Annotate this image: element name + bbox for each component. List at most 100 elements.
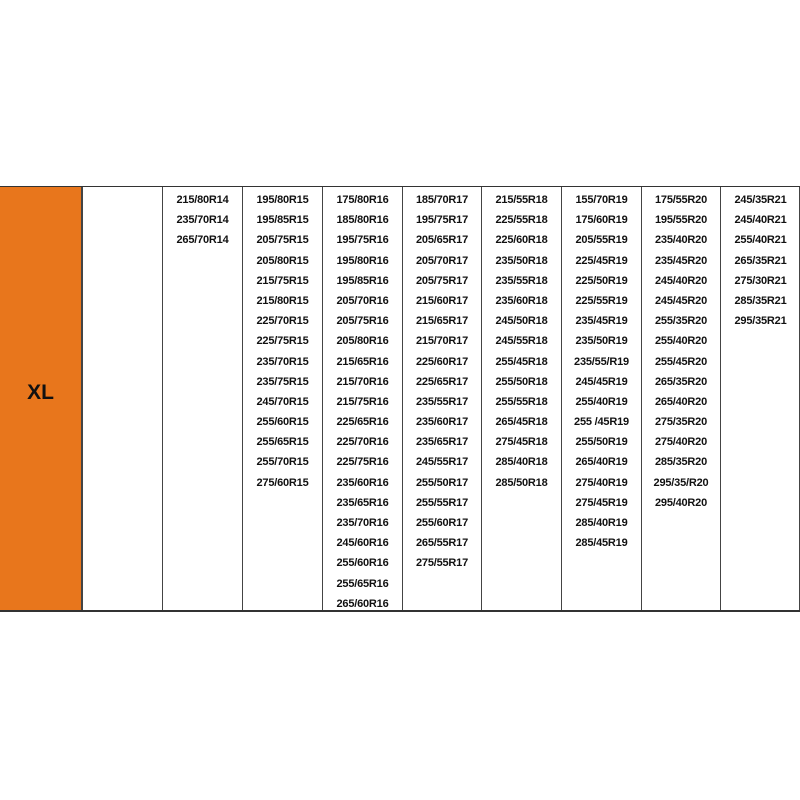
tire-size-cell: 235/55/R19 — [574, 355, 629, 368]
tire-size-cell: 215/55R18 — [495, 194, 548, 206]
tire-size-cell: 265/35R20 — [654, 375, 708, 388]
tire-size-cell: 195/75R17 — [415, 214, 469, 227]
tire-size-cell: 185/80R16 — [336, 214, 389, 227]
tire-size-cell: 255/70R15 — [256, 456, 309, 469]
tire-size-cell: 205/80R15 — [256, 254, 309, 267]
tire-size-cell: 285/40R18 — [495, 456, 548, 469]
tire-size-cell: 205/65R17 — [415, 234, 469, 247]
tire-size-cell: 255/65R16 — [336, 577, 389, 590]
tire-size-cell: 215/70R16 — [336, 375, 389, 388]
tire-size-cell: 255/35R20 — [654, 315, 708, 328]
tire-size-cell: 245/55R17 — [415, 456, 469, 469]
tire-size-cell: 255/50R17 — [415, 476, 469, 489]
tire-size-cell: 275/30R21 — [734, 274, 787, 287]
tire-size-cell: 195/75R16 — [336, 234, 389, 247]
tire-size-cell: 215/65R16 — [336, 355, 389, 368]
tire-size-cell: 245/40R20 — [654, 274, 708, 287]
tire-size-cell: 245/35R21 — [734, 194, 787, 206]
tire-size-cell: 265/35R21 — [734, 254, 787, 267]
tire-size-cell: 255/50R19 — [575, 436, 628, 449]
tire-size-cell: 235/55R18 — [495, 274, 548, 287]
tire-size-cell: 265/55R17 — [415, 537, 469, 550]
tire-size-cell: 255 /45R19 — [574, 416, 629, 429]
tire-size-cell: 195/80R16 — [336, 254, 389, 267]
size-category-cell: XL — [0, 187, 82, 610]
tire-size-table: XL 215/80R14 235/70R14 265/70R14 195/80R15 1… — [0, 186, 800, 612]
tire-size-cell: 255/45R20 — [654, 355, 708, 368]
empty-column — [82, 187, 162, 610]
tire-size-cell: 225/45R19 — [575, 254, 628, 267]
tire-size-cell: 235/40R20 — [654, 234, 708, 247]
tire-size-cell: 265/45R18 — [495, 416, 548, 429]
tire-size-cell: 275/40R20 — [654, 436, 708, 449]
tire-size-cell: 255/40R21 — [734, 234, 787, 247]
tire-size-cell: 155/70R19 — [575, 194, 628, 206]
tire-size-cell: 245/70R15 — [256, 395, 309, 408]
rim-size-column: 195/80R15 195/85R15 205/75R15 205/80R15 215/… — [242, 187, 322, 610]
tire-size-cell: 225/60R17 — [415, 355, 469, 368]
tire-size-cell: 275/60R15 — [256, 476, 309, 489]
tire-size-cell: 285/35R21 — [734, 294, 787, 307]
tire-size-cell: 255/45R18 — [495, 355, 548, 368]
tire-size-cell: 225/70R16 — [336, 436, 389, 449]
tire-size-cell: 255/55R17 — [415, 496, 469, 509]
tire-size-cell: 275/35R20 — [654, 416, 708, 429]
size-category-label: XL — [27, 380, 54, 404]
tire-size-cell: 225/55R18 — [495, 214, 548, 227]
tire-size-cell: 235/45R19 — [575, 315, 628, 328]
tire-size-cell: 235/70R15 — [256, 355, 309, 368]
tire-size-cell: 225/75R15 — [256, 335, 309, 348]
tire-size-cell: 255/60R15 — [256, 416, 309, 429]
rim-size-column: 245/35R21 245/40R21 255/40R21 265/35R21 275/… — [720, 187, 800, 610]
tire-size-cell: 205/70R16 — [336, 294, 389, 307]
tire-size-cell: 255/55R18 — [495, 395, 548, 408]
tire-size-cell: 245/50R18 — [495, 315, 548, 328]
tire-size-cell: 215/75R16 — [336, 395, 389, 408]
tire-size-cell: 275/45R18 — [495, 436, 548, 449]
tire-size-cell: 215/70R17 — [415, 335, 469, 348]
tire-size-cell: 205/75R15 — [256, 234, 309, 247]
tire-size-cell: 235/65R16 — [336, 496, 389, 509]
rim-size-column: 175/80R16 185/80R16 195/75R16 195/80R16 195/… — [322, 187, 402, 610]
tire-size-cell: 225/55R19 — [575, 294, 628, 307]
tire-size-cell: 245/60R16 — [336, 537, 389, 550]
tire-size-cell: 285/35R20 — [654, 456, 708, 469]
tire-size-cell: 225/65R17 — [415, 375, 469, 388]
rim-size-column: 215/80R14 235/70R14 265/70R14 — [162, 187, 242, 610]
tire-size-cell: 265/60R16 — [336, 597, 389, 610]
rim-size-column: 175/55R20 195/55R20 235/40R20 235/45R20 245/… — [641, 187, 720, 610]
rim-size-column: 185/70R17 195/75R17 205/65R17 205/70R17 205/… — [402, 187, 481, 610]
tire-size-cell: 235/50R18 — [495, 254, 548, 267]
tire-size-cell: 255/40R20 — [654, 335, 708, 348]
tire-size-cell: 295/40R20 — [654, 496, 708, 509]
tire-size-cell: 255/50R18 — [495, 375, 548, 388]
tire-size-cell: 255/60R17 — [415, 517, 469, 529]
tire-size-cell: 195/80R15 — [256, 194, 309, 206]
tire-size-cell: 275/40R19 — [575, 476, 628, 489]
tire-size-cell: 195/85R15 — [256, 214, 309, 227]
tire-size-cell: 245/40R21 — [734, 214, 787, 227]
tire-size-cell: 215/60R17 — [415, 294, 469, 307]
tire-size-cell: 245/45R20 — [654, 294, 708, 307]
tire-size-cell: 225/70R15 — [256, 315, 309, 328]
tire-size-cell: 215/80R14 — [176, 194, 229, 206]
tire-size-cell: 205/70R17 — [415, 254, 469, 267]
tire-size-cell: 215/65R17 — [415, 315, 469, 328]
tire-size-cell: 265/40R20 — [654, 395, 708, 408]
tire-size-cell: 235/50R19 — [575, 335, 628, 348]
tire-size-cell: 195/55R20 — [654, 214, 708, 227]
tire-size-cell: 195/85R16 — [336, 274, 389, 287]
tire-size-cell: 235/75R15 — [256, 375, 309, 388]
tire-size-cell: 235/70R16 — [336, 517, 389, 529]
tire-size-cell: 235/45R20 — [654, 254, 708, 267]
tire-size-cell: 225/50R19 — [575, 274, 628, 287]
tire-size-cell: 295/35R21 — [734, 315, 787, 328]
tire-size-cell: 215/80R15 — [256, 294, 309, 307]
tire-size-cell: 205/75R17 — [415, 274, 469, 287]
tire-size-cell: 235/55R17 — [415, 395, 469, 408]
tire-size-cell: 245/45R19 — [575, 375, 628, 388]
tire-size-cell: 225/60R18 — [495, 234, 548, 247]
tire-size-cell: 285/40R19 — [575, 517, 628, 529]
tire-size-cell: 235/65R17 — [415, 436, 469, 449]
rim-size-column: 215/55R18 225/55R18 225/60R18 235/50R18 235/… — [481, 187, 561, 610]
